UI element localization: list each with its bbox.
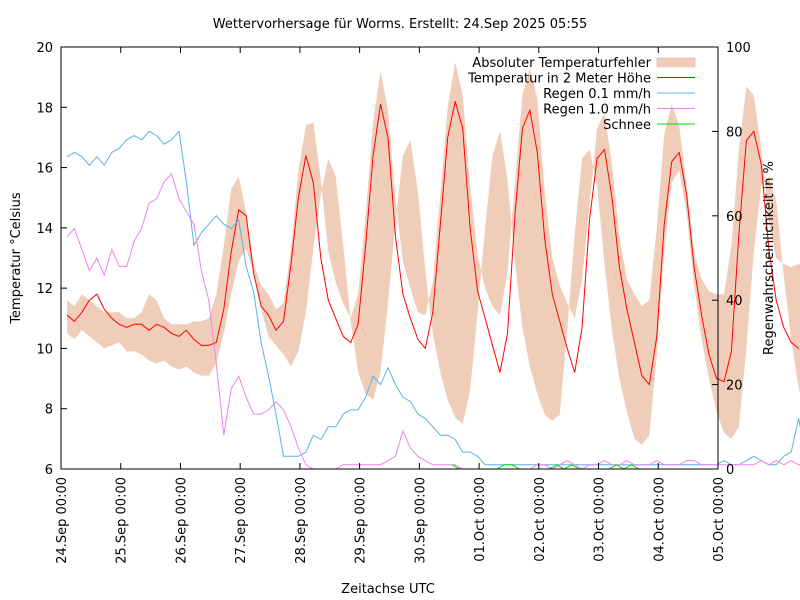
y2-tick-label: 100 [726, 41, 751, 56]
x-tick-label: 30.Sep 00:00 [413, 477, 428, 564]
temperature-error-band-layer [67, 62, 800, 445]
y-tick-label: 18 [36, 101, 53, 116]
legend-label: Schnee [603, 118, 651, 133]
legend-label: Temperatur in 2 Meter Höhe [467, 72, 651, 87]
axes-layer: 6 8 10 12 14 16 18 20 0 20 40 60 80 100 24.Sep 00:00 25… [36, 41, 750, 564]
y2-axis-label: Regenwahrscheinlichkeit in % [762, 161, 777, 355]
x-tick-label: 28.Sep 00:00 [294, 477, 309, 564]
x-axis-label: Zeitachse UTC [341, 582, 435, 597]
chart-title: Wettervorhersage für Worms. Erstellt: 24… [213, 17, 588, 32]
x-tick-label: 29.Sep 00:00 [354, 477, 369, 564]
legend-swatch [656, 57, 696, 68]
y-tick-label: 10 [36, 342, 53, 357]
series-line-temperatur-in-2-meter-h-he [66, 101, 799, 386]
y-tick-label: 12 [36, 282, 53, 297]
x-tick-label: 03.Oct 00:00 [593, 477, 608, 562]
y2-tick-label: 60 [726, 210, 743, 225]
x-tick-label: 27.Sep 00:00 [234, 477, 249, 564]
y-tick-label: 16 [36, 162, 53, 177]
x-tick-label: 24.Sep 00:00 [55, 477, 70, 564]
legend-label: Regen 0.1 mm/h [543, 87, 651, 102]
y2-tick-label: 40 [726, 294, 743, 309]
y-tick-label: 14 [36, 222, 53, 237]
x-tick-label: 02.Oct 00:00 [533, 477, 548, 562]
y-tick-label: 20 [36, 41, 53, 56]
x-tick-label: 26.Sep 00:00 [174, 477, 189, 564]
y2-tick-label: 20 [726, 379, 743, 394]
temperature-error-band [67, 62, 800, 445]
legend-label: Absoluter Temperaturfehler [472, 56, 651, 71]
x-tick-label: 01.Oct 00:00 [473, 477, 488, 562]
y-tick-label: 6 [45, 463, 53, 478]
x-tick-label: 25.Sep 00:00 [115, 477, 130, 564]
series-line-regen-1-0-mm-h [66, 172, 800, 470]
y-tick-label: 8 [45, 403, 53, 418]
y-axis-label: Temperatur °Celsius [9, 192, 24, 325]
legend-label: Regen 1.0 mm/h [543, 103, 651, 118]
series-lines-layer [66, 101, 800, 470]
x-tick-label: 05.Oct 00:00 [712, 477, 727, 562]
y2-tick-label: 80 [726, 125, 743, 140]
y2-tick-label: 0 [726, 463, 734, 478]
x-tick-label: 04.Oct 00:00 [652, 477, 667, 562]
plot-frame [60, 46, 719, 470]
